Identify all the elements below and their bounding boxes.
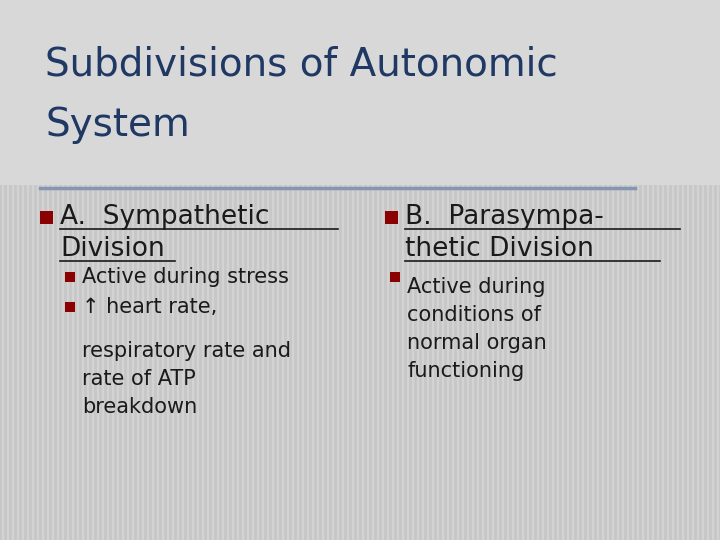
Text: ↑ heart rate,: ↑ heart rate, bbox=[82, 297, 217, 317]
Text: Active during
conditions of
normal organ
functioning: Active during conditions of normal organ… bbox=[407, 277, 546, 381]
Bar bbox=[40, 211, 53, 224]
Bar bbox=[385, 211, 398, 224]
Text: B.  Parasympa-: B. Parasympa- bbox=[405, 204, 604, 230]
Text: thetic Division: thetic Division bbox=[405, 236, 594, 262]
Text: Division: Division bbox=[60, 236, 165, 262]
Bar bbox=[390, 272, 400, 282]
Bar bbox=[65, 302, 75, 312]
Text: respiratory rate and
rate of ATP
breakdown: respiratory rate and rate of ATP breakdo… bbox=[82, 341, 291, 417]
Bar bbox=[65, 272, 75, 282]
Text: System: System bbox=[45, 106, 190, 144]
Text: A.  Sympathetic: A. Sympathetic bbox=[60, 204, 269, 230]
Text: Subdivisions of Autonomic: Subdivisions of Autonomic bbox=[45, 46, 558, 84]
Bar bbox=[0, 0, 720, 185]
Text: Active during stress: Active during stress bbox=[82, 267, 289, 287]
